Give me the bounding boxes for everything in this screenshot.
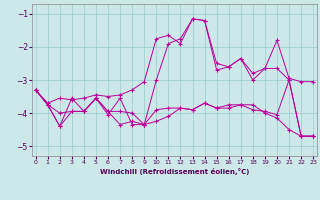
X-axis label: Windchill (Refroidissement éolien,°C): Windchill (Refroidissement éolien,°C) — [100, 168, 249, 175]
